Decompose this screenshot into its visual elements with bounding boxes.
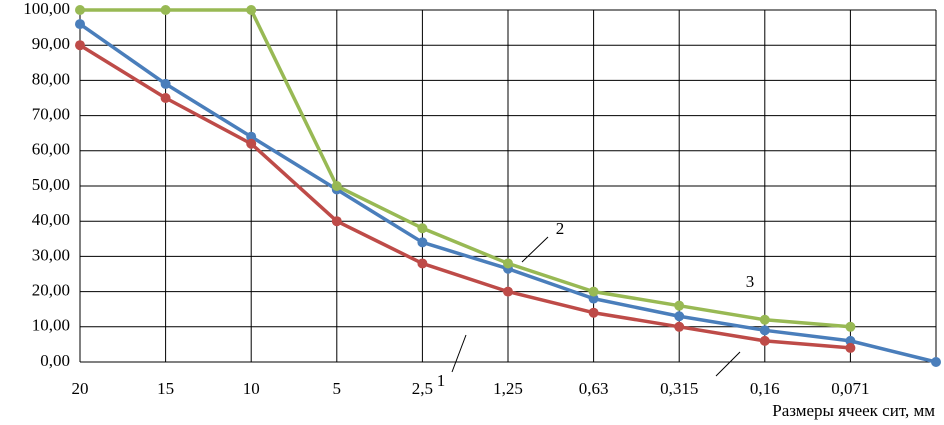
- y-tick-label: 50,00: [32, 175, 70, 194]
- series-point: [332, 181, 342, 191]
- series-point: [845, 343, 855, 353]
- annotation-leader: [452, 335, 466, 372]
- series-point: [674, 322, 684, 332]
- series-point: [417, 237, 427, 247]
- chart: Размеры ячеек сит, мм 0,0010,0020,0030,0…: [0, 0, 944, 425]
- series-point: [417, 223, 427, 233]
- annotation-leader: [716, 352, 740, 376]
- x-tick-label: 5: [333, 379, 342, 398]
- series-point: [845, 322, 855, 332]
- series-point: [931, 357, 941, 367]
- y-tick-label: 10,00: [32, 316, 70, 335]
- x-tick-label: 20: [72, 379, 89, 398]
- series-point: [161, 93, 171, 103]
- series-point: [589, 308, 599, 318]
- y-tick-label: 30,00: [32, 245, 70, 264]
- y-tick-label: 60,00: [32, 140, 70, 159]
- series-point: [503, 258, 513, 268]
- series-point: [417, 258, 427, 268]
- series-point: [674, 311, 684, 321]
- y-tick-label: 100,00: [23, 0, 70, 18]
- series-point: [589, 287, 599, 297]
- series-point: [332, 216, 342, 226]
- series-point: [75, 5, 85, 15]
- series-point: [760, 315, 770, 325]
- x-tick-label: 10: [243, 379, 260, 398]
- x-tick-label: 15: [157, 379, 174, 398]
- series-point: [760, 325, 770, 335]
- x-tick-label: 0,16: [750, 379, 780, 398]
- x-tick-label: 1,25: [493, 379, 523, 398]
- annotation: 1: [437, 371, 446, 390]
- series-point: [760, 336, 770, 346]
- series-point: [75, 40, 85, 50]
- x-tick-label: 2,5: [412, 379, 433, 398]
- x-axis-label: Размеры ячеек сит, мм: [772, 401, 935, 420]
- series-point: [75, 19, 85, 29]
- y-tick-label: 70,00: [32, 105, 70, 124]
- y-tick-label: 20,00: [32, 281, 70, 300]
- x-tick-label: 0,071: [831, 379, 869, 398]
- y-tick-label: 40,00: [32, 210, 70, 229]
- x-tick-label: 0,63: [579, 379, 609, 398]
- series-point: [161, 79, 171, 89]
- y-tick-label: 90,00: [32, 34, 70, 53]
- series-point: [246, 139, 256, 149]
- x-tick-label: 0,315: [660, 379, 698, 398]
- y-tick-label: 80,00: [32, 69, 70, 88]
- series-line: [80, 45, 850, 348]
- series-point: [503, 287, 513, 297]
- series-point: [161, 5, 171, 15]
- series-point: [246, 5, 256, 15]
- y-tick-label: 0,00: [40, 351, 70, 370]
- annotation: 2: [556, 219, 565, 238]
- annotation: 3: [746, 272, 755, 291]
- series-point: [674, 301, 684, 311]
- annotation-leader: [522, 237, 548, 262]
